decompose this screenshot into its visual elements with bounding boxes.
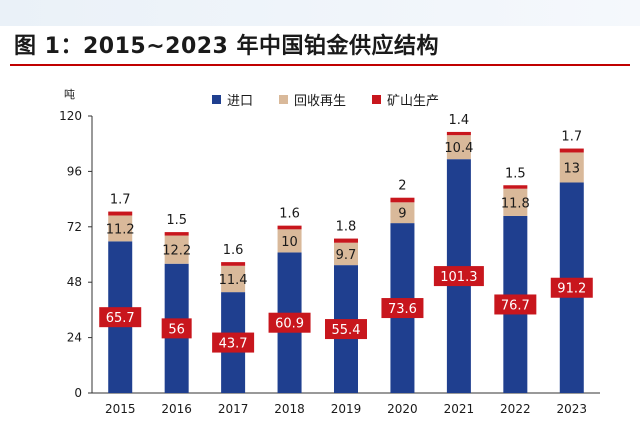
data-label-box-import: [494, 294, 537, 315]
y-tick-label: 48: [67, 275, 82, 289]
bar-segment-recycle: [503, 188, 528, 216]
bar-segment-mining: [164, 232, 189, 236]
x-tick-label: 2021: [444, 402, 475, 416]
bar-segment-recycle: [390, 202, 415, 224]
data-label-recycle: 13: [564, 161, 581, 176]
data-label-recycle: 11.8: [501, 196, 530, 211]
data-label-recycle: 11.2: [106, 222, 135, 237]
data-label-import: 43.7: [219, 337, 248, 352]
data-label-mining: 1.6: [279, 207, 300, 222]
data-label-recycle: 11.4: [219, 273, 248, 288]
data-label-mining: 1.7: [561, 130, 582, 145]
data-label-recycle: 12.2: [162, 244, 191, 259]
bar-segment-recycle: [559, 152, 584, 183]
data-label-import: 76.7: [501, 298, 530, 313]
data-label-mining: 1.6: [223, 243, 244, 258]
y-tick-label: 96: [67, 164, 82, 178]
data-label-box-import: [325, 319, 367, 340]
bar-segment-recycle: [221, 265, 246, 293]
data-label-import: 65.7: [106, 311, 135, 326]
x-tick-label: 2018: [274, 402, 305, 416]
y-unit-label: 吨: [64, 88, 75, 101]
bar-segment-recycle: [164, 235, 189, 264]
data-label-mining: 1.7: [110, 193, 131, 208]
data-label-mining: 1.5: [166, 213, 187, 228]
data-label-import: 73.6: [388, 302, 417, 317]
bar-segment-mining: [108, 211, 133, 216]
data-label-recycle: 10: [281, 235, 298, 250]
bar-segment-mining: [446, 131, 471, 136]
data-label-import: 60.9: [275, 317, 304, 332]
data-label-import: 56: [168, 322, 185, 337]
data-label-box-import: [550, 277, 593, 298]
header-band: [0, 0, 640, 26]
x-tick-label: 2022: [500, 402, 531, 416]
legend-item-recycle: 回收再生: [279, 90, 346, 109]
legend-swatch-recycle: [279, 95, 289, 104]
bar-segment-mining: [334, 238, 358, 243]
bar-segment-mining: [503, 185, 528, 189]
x-tick-label: 2017: [218, 402, 249, 416]
y-tick-label: 120: [59, 109, 82, 123]
bar-segment-mining: [390, 197, 415, 203]
legend-label-mining: 矿山生产: [387, 94, 440, 109]
data-label-recycle: 9.7: [336, 248, 357, 263]
x-tick-label: 2023: [557, 402, 588, 416]
data-label-mining: 1.4: [449, 113, 470, 128]
x-tick-label: 2020: [387, 402, 418, 416]
data-label-box-import: [268, 312, 311, 333]
bar-segment-recycle: [277, 229, 302, 253]
chart-title: 图 1：2015~2023 年中国铂金供应结构: [14, 34, 440, 59]
data-label-box-import: [99, 307, 142, 328]
bar-segment-mining: [277, 225, 302, 230]
data-label-recycle: 10.4: [444, 141, 473, 156]
data-label-mining: 1.8: [336, 220, 357, 235]
data-label-box-import: [433, 266, 484, 287]
data-label-import: 55.4: [332, 323, 361, 338]
bar-segment-mining: [221, 262, 246, 266]
legend: 进口 回收再生 矿山生产: [212, 90, 439, 109]
data-label-import: 101.3: [440, 270, 477, 285]
legend-label-import: 进口: [227, 94, 254, 109]
bar-segment-recycle: [108, 215, 133, 242]
data-label-mining: 2: [398, 179, 406, 194]
legend-label-recycle: 回收再生: [294, 94, 347, 109]
bar-segment-recycle: [334, 242, 358, 266]
x-tick-label: 2019: [331, 402, 362, 416]
data-label-recycle: 9: [398, 207, 406, 222]
data-label-import: 91.2: [557, 282, 586, 297]
bar-segment-recycle: [446, 135, 471, 160]
data-label-box-import: [381, 298, 424, 319]
bar-segment-mining: [559, 148, 584, 153]
data-label-box-import: [212, 332, 255, 353]
title-rule: [10, 64, 630, 66]
legend-swatch-import: [212, 95, 221, 104]
data-label-box-import: [161, 318, 192, 339]
x-tick-label: 2016: [161, 402, 192, 416]
legend-item-mining: 矿山生产: [372, 90, 439, 109]
y-tick-label: 0: [74, 386, 82, 400]
y-tick-label: 24: [67, 331, 82, 345]
data-label-mining: 1.5: [505, 166, 526, 181]
legend-item-import: 进口: [212, 90, 253, 109]
legend-swatch-mining: [372, 95, 382, 104]
y-tick-label: 72: [67, 220, 82, 234]
x-tick-label: 2015: [105, 402, 136, 416]
